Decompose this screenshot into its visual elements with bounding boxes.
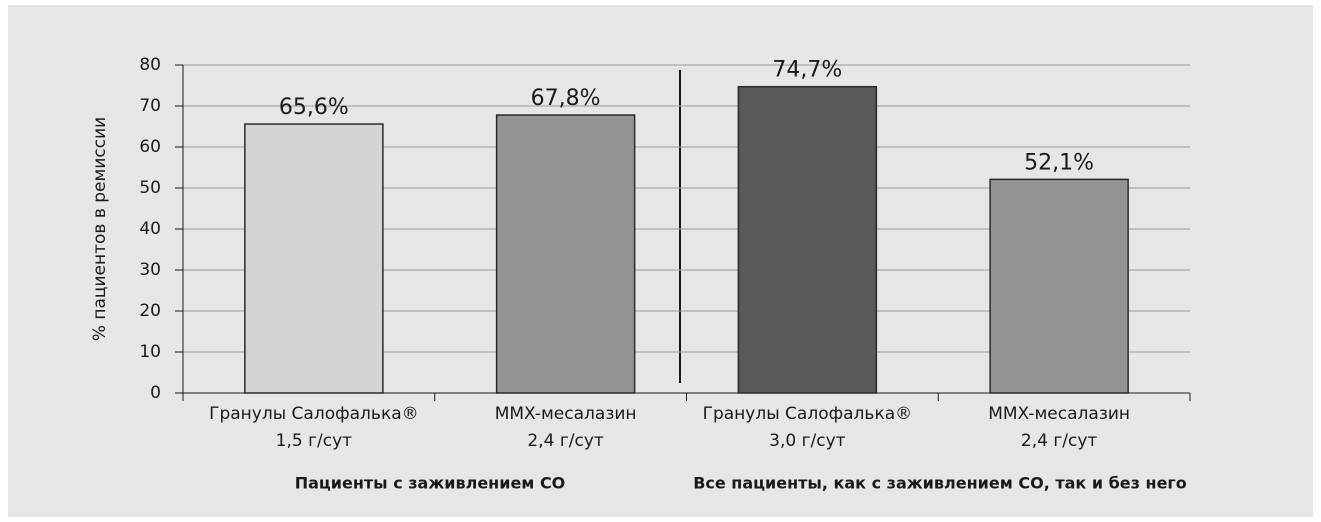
x-tick-label: MMX-месалазин (988, 404, 1130, 424)
value-label: 52,1% (1024, 150, 1094, 175)
y-tick-label: 30 (139, 260, 161, 280)
x-tick-label: Гранулы Салофалька® (209, 404, 419, 424)
group-label: Все пациенты, как с заживлением СО, так … (693, 474, 1187, 493)
value-label: 67,8% (531, 86, 601, 111)
bar (737, 85, 878, 394)
x-tick-label: 1,5 г/сут (276, 431, 353, 451)
value-label: 65,6% (279, 95, 349, 120)
y-tick-label: 50 (139, 178, 161, 198)
value-label: 74,7% (772, 58, 842, 83)
y-tick-label: 10 (139, 342, 161, 362)
x-tick-label: 3,0 г/сут (769, 431, 846, 451)
y-tick-label: 0 (150, 383, 161, 403)
y-tick-label: 80 (139, 55, 161, 75)
bar (244, 123, 384, 394)
y-tick-label: 60 (139, 137, 161, 157)
x-tick-label: MMX-месалазин (495, 404, 637, 424)
bar (495, 114, 636, 394)
y-axis-label: % пациентов в ремиссии (90, 117, 110, 341)
y-tick-label: 70 (139, 96, 161, 116)
x-tick-label: 2,4 г/сут (1021, 431, 1098, 451)
bar (989, 178, 1129, 394)
x-tick-label: 2,4 г/сут (527, 431, 604, 451)
x-tick-label: Гранулы Салофалька® (703, 404, 913, 424)
group-label: Пациенты с заживлением СО (295, 474, 566, 493)
y-tick-label: 40 (139, 219, 161, 239)
y-tick-label: 20 (139, 301, 161, 321)
